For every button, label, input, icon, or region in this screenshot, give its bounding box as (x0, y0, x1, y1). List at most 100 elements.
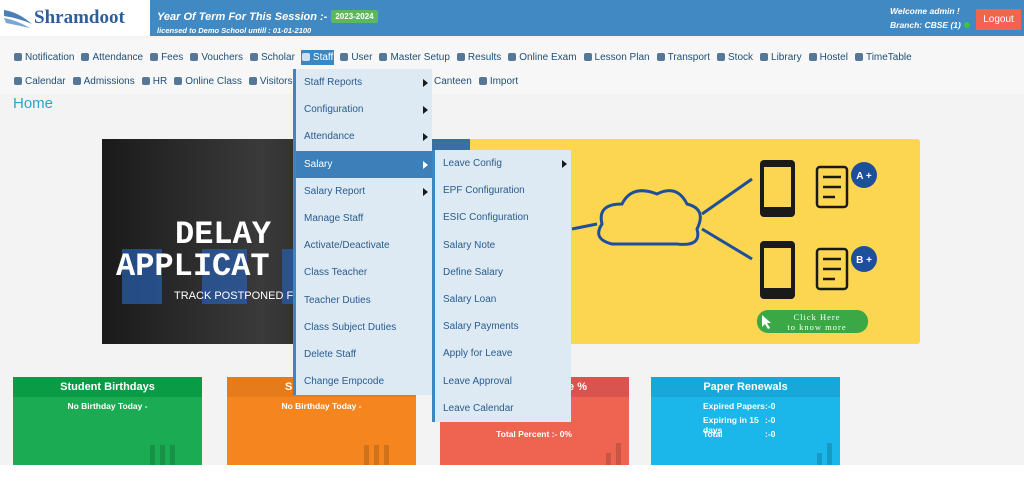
status-dot (963, 22, 970, 28)
menu-item[interactable]: Salary (296, 150, 432, 178)
nav-item[interactable]: Hostel (808, 50, 849, 65)
badge-text: A + (856, 171, 872, 182)
nav-item[interactable]: Transport (656, 50, 711, 65)
card-row-label: Total (703, 429, 723, 439)
logout-button[interactable]: Logout (976, 9, 1021, 30)
nav-item[interactable]: Fees (149, 50, 184, 65)
menu-item[interactable]: Class Teacher (296, 259, 432, 286)
cta-button[interactable] (757, 310, 868, 333)
menu-item[interactable]: Salary Note (435, 232, 571, 259)
menu-label: Configuration (304, 104, 364, 116)
nav-item[interactable]: Import (478, 74, 519, 89)
menu-item[interactable]: Teacher Duties (296, 287, 432, 314)
menu-label: Staff Reports (304, 77, 363, 89)
submenu-arrow (423, 133, 428, 142)
menu-item[interactable]: Change Empcode (296, 368, 432, 395)
logo-text: Shramdoot (34, 7, 125, 28)
nav-item[interactable]: Online Class (173, 74, 243, 89)
submenu-arrow (423, 79, 428, 87)
nav-item[interactable]: Scholar (249, 50, 296, 65)
menu-item[interactable]: Salary Report (296, 178, 432, 205)
submenu-arrow (423, 106, 428, 115)
nav-label: User (351, 51, 373, 63)
menu-item[interactable]: Configuration (296, 96, 432, 123)
nav-item[interactable]: Master Setup (378, 50, 450, 65)
card-title: S (285, 381, 293, 393)
nav-item[interactable]: Stock (716, 50, 754, 65)
decor-bar (817, 453, 822, 465)
nav-icon (456, 53, 465, 61)
page-title: Home (13, 95, 54, 112)
branch-text: Branch: CBSE (1) (890, 20, 961, 30)
menu-label: Apply for Leave (443, 348, 513, 360)
card-body: No Birthday Today - (13, 397, 202, 465)
nav-icon (81, 53, 90, 61)
branch[interactable]: Branch: CBSE (1) (890, 20, 970, 30)
cta-text: to know more (787, 322, 846, 332)
card-header: Student Birthdays (13, 377, 202, 397)
nav-icon (248, 77, 257, 85)
menu-label: Salary Note (443, 239, 496, 251)
nav-icon (150, 53, 159, 61)
menu-item[interactable]: Class Subject Duties (296, 314, 432, 341)
nav-label: Master Setup (390, 51, 450, 63)
menu-item[interactable]: Leave Approval (435, 368, 571, 395)
nav-item[interactable]: HR (141, 74, 168, 89)
menu-item[interactable]: ESIC Configuration (435, 204, 571, 231)
nav-item[interactable]: Admissions (72, 74, 136, 89)
menu-item[interactable]: EPF Configuration (435, 177, 571, 204)
logo[interactable]: Shramdoot (0, 0, 150, 36)
logo-wings (4, 10, 32, 28)
nav-item[interactable]: Visitors (248, 74, 294, 89)
staff-dropdown: Staff Reports Configuration Attendance Sala… (293, 69, 432, 396)
dashboard-card[interactable]: Paper Renewals Expired Papers:-0 Expiring … (651, 377, 840, 465)
nav-item[interactable]: Online Exam (507, 50, 577, 65)
menu-label: Salary Report (304, 185, 366, 197)
nav-item[interactable]: TimeTable (854, 50, 913, 65)
nav-row: Notification Attendance Fees Vouchers Schola… (13, 49, 913, 65)
nav-item[interactable]: Staff (300, 49, 335, 65)
nav-icon (808, 53, 817, 61)
menu-item[interactable]: Leave Config (435, 150, 571, 177)
nav-item[interactable]: Vouchers (189, 50, 244, 65)
nav-label: TimeTable (865, 51, 912, 63)
nav-item[interactable]: Lesson Plan (583, 50, 651, 65)
submenu-arrow (423, 160, 428, 169)
nav-icon (717, 53, 725, 61)
menu-label: Leave Approval (443, 375, 512, 387)
nav-label: Visitors (259, 75, 293, 87)
dashboard-card[interactable]: Student Birthdays No Birthday Today - (13, 377, 202, 465)
nav-item[interactable]: Results (456, 50, 502, 65)
nav-item[interactable]: Notification (13, 50, 75, 65)
nav-label: Admissions (83, 75, 135, 87)
menu-label: Activate/Deactivate (304, 240, 390, 252)
menu-item[interactable]: Activate/Deactivate (296, 232, 432, 259)
nav-icon (340, 53, 349, 61)
nav-icon (508, 53, 517, 61)
menu-label: Class Teacher (304, 267, 368, 279)
nav-item[interactable]: Attendance (80, 50, 144, 65)
decor-bar (384, 445, 389, 465)
menu-item[interactable]: Salary Payments (435, 313, 571, 340)
menu-item[interactable]: Staff Reports (296, 69, 432, 96)
menu-label: Leave Config (443, 158, 502, 170)
menu-item[interactable]: Apply for Leave (435, 340, 571, 367)
menu-item[interactable]: Delete Staff (296, 341, 432, 368)
nav-item[interactable]: Calendar (13, 74, 67, 89)
menu-item[interactable]: Leave Calendar (435, 395, 571, 422)
nav-item[interactable]: Library (759, 50, 803, 65)
menu-item[interactable]: Manage Staff (296, 205, 432, 232)
nav-item[interactable]: User (339, 50, 373, 65)
nav-icon (656, 53, 665, 61)
menu-label: Attendance (304, 131, 355, 143)
menu-label: Delete Staff (304, 348, 357, 360)
menu-label: ESIC Configuration (443, 212, 529, 224)
menu-item[interactable]: Attendance (296, 123, 432, 150)
card-body: Expired Papers:-0 Expiring in 15 days:-0 T… (651, 397, 840, 465)
menu-item[interactable]: Define Salary (435, 259, 571, 286)
nav-label: Stock (728, 51, 754, 63)
menu-item[interactable]: Salary Loan (435, 286, 571, 313)
card-row: Total:-0 (651, 429, 840, 443)
nav-label: Results (467, 51, 502, 63)
